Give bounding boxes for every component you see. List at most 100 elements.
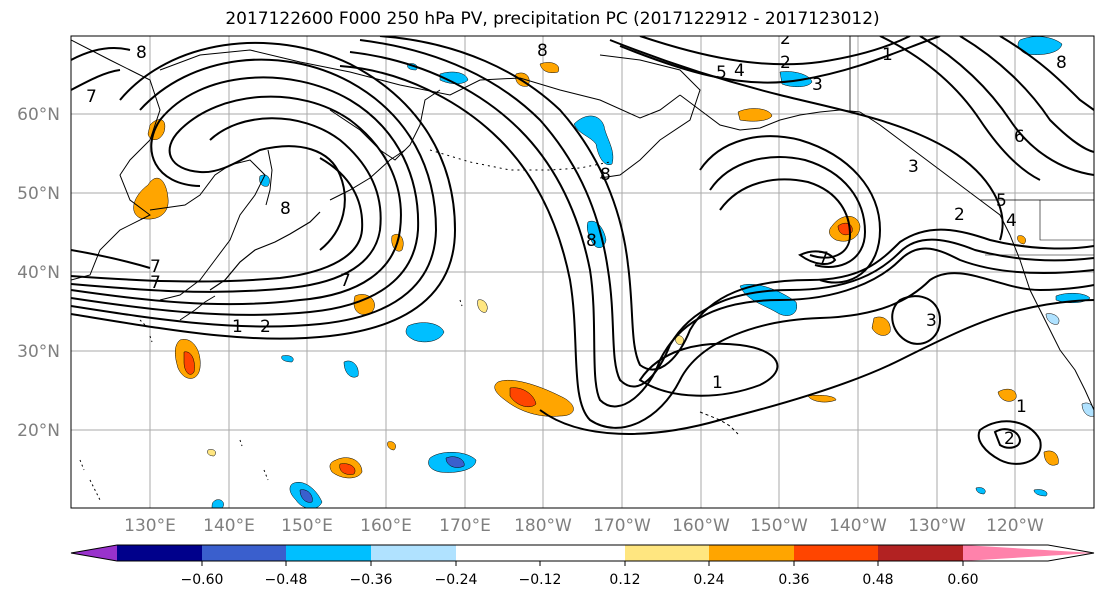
contour-label: 2 — [260, 317, 271, 337]
lon-label: 120°W — [986, 516, 1044, 536]
precip-blob — [573, 115, 614, 166]
precip-blob — [281, 355, 294, 363]
colorbar-segment — [371, 545, 456, 561]
colorbar-tick-label: −0.24 — [435, 572, 478, 588]
precip-blob — [1081, 402, 1094, 417]
contour-label: 2 — [954, 205, 965, 225]
colorbar-segment — [709, 545, 794, 561]
map-title: 2017122600 F000 250 hPa PV, precipitatio… — [225, 9, 880, 29]
contour-label: 3 — [908, 157, 919, 177]
lon-label: 130°E — [124, 516, 176, 536]
precip-blob — [1043, 450, 1059, 466]
lat-label: 30°N — [17, 342, 60, 362]
contour-label: 1 — [232, 317, 243, 337]
colorbar-tick-label: 0.24 — [693, 572, 724, 588]
colorbar-tick-label: 0.36 — [778, 572, 809, 588]
lon-label: 180°W — [514, 516, 572, 536]
lon-label: 160°W — [672, 516, 730, 536]
contour-label: 8 — [586, 231, 597, 251]
precip-blob — [339, 463, 356, 475]
lon-label: 170°E — [439, 516, 491, 536]
pv-contours — [71, 36, 1094, 465]
coastlines — [71, 36, 1094, 501]
precip-blob — [1017, 235, 1026, 245]
colorbar-segment — [540, 545, 625, 561]
colorbar-ticks — [201, 561, 964, 566]
colorbar-tick-label: −0.12 — [519, 572, 562, 588]
lat-label: 60°N — [17, 105, 60, 125]
colorbar-segment — [202, 545, 286, 561]
precip-blob — [975, 487, 986, 495]
contour-label: 7 — [340, 271, 351, 291]
colorbar-segment — [625, 545, 709, 561]
colorbar-tick-label: −0.36 — [350, 572, 393, 588]
precip-blob — [405, 322, 445, 343]
contour-label: 7 — [150, 273, 161, 293]
lat-labels: 60°N 50°N 40°N 30°N 20°N — [17, 105, 60, 441]
colorbar-tick-label: 0.48 — [862, 572, 893, 588]
precip-blob — [871, 316, 891, 336]
contour-labels: 8 7 7 7 1 2 8 8 8 5 4 2 3 2 7 1 8 6 3 5 … — [86, 29, 1067, 449]
precip-blob — [807, 394, 837, 403]
precip-blob — [997, 388, 1017, 402]
contour-label: 2 — [780, 29, 791, 49]
contour-label: 7 — [818, 249, 829, 269]
contour-label: 7 — [150, 257, 161, 277]
contour-label: 5 — [716, 63, 727, 83]
colorbar-segment — [456, 545, 540, 561]
precip-blob — [539, 62, 560, 73]
precip-blob — [445, 456, 465, 468]
lat-label: 40°N — [17, 263, 60, 283]
precip-blob — [586, 220, 607, 248]
lon-label: 150°W — [750, 516, 808, 536]
map-frame — [70, 35, 1095, 509]
contour-label: 2 — [780, 53, 791, 73]
colorbar-segment — [963, 545, 1094, 561]
contour-label: 4 — [734, 61, 745, 81]
colorbar-segment — [71, 545, 117, 561]
colorbar-outline — [70, 544, 1095, 562]
precip-blob — [477, 299, 488, 313]
contour-label: 8 — [136, 43, 147, 63]
precip-blob — [1045, 313, 1060, 325]
contour-label: 4 — [1006, 211, 1017, 231]
lon-label: 130°W — [908, 516, 966, 536]
contour-label: 5 — [996, 191, 1007, 211]
lon-label: 170°W — [593, 516, 651, 536]
contour-label: 8 — [537, 41, 548, 61]
precip-blob — [387, 441, 396, 451]
precip-blob — [259, 174, 270, 187]
lon-labels: 130°E 140°E 150°E 160°E 170°E 180°W 170°… — [124, 516, 1044, 536]
colorbar-tick-label: 0.12 — [609, 572, 640, 588]
lon-label: 160°E — [360, 516, 412, 536]
precip-blob — [1033, 489, 1048, 497]
lat-label: 50°N — [17, 184, 60, 204]
contour-label: 8 — [280, 199, 291, 219]
colorbar-segment — [794, 545, 878, 561]
lon-label: 150°E — [281, 516, 333, 536]
colorbar-segment — [878, 545, 963, 561]
gridlines — [71, 36, 1094, 508]
precip-blob — [207, 449, 216, 457]
contour-label: 2 — [1004, 429, 1015, 449]
colorbar-segment — [286, 545, 371, 561]
lon-label: 140°E — [203, 516, 255, 536]
contour-label: 3 — [926, 311, 937, 331]
precip-blob — [211, 499, 224, 508]
contour-label: 1 — [1016, 397, 1027, 417]
contour-label: 7 — [86, 87, 97, 107]
contour-label: 8 — [600, 165, 611, 185]
colorbar: −0.60 −0.48 −0.36 −0.24 −0.12 0.12 0.24 … — [70, 544, 1095, 588]
contour-label: 6 — [1014, 127, 1025, 147]
colorbar-tick-label: −0.60 — [181, 572, 224, 588]
contour-label: 1 — [882, 45, 893, 65]
colorbar-segment — [117, 545, 202, 561]
precip-blob — [509, 387, 537, 407]
contour-label: 8 — [1056, 53, 1067, 73]
colorbar-tick-label: −0.48 — [265, 572, 308, 588]
precip-blob — [737, 108, 773, 122]
precip-blob — [343, 360, 359, 378]
precip-blob — [675, 335, 684, 345]
precip-blob — [183, 351, 195, 375]
